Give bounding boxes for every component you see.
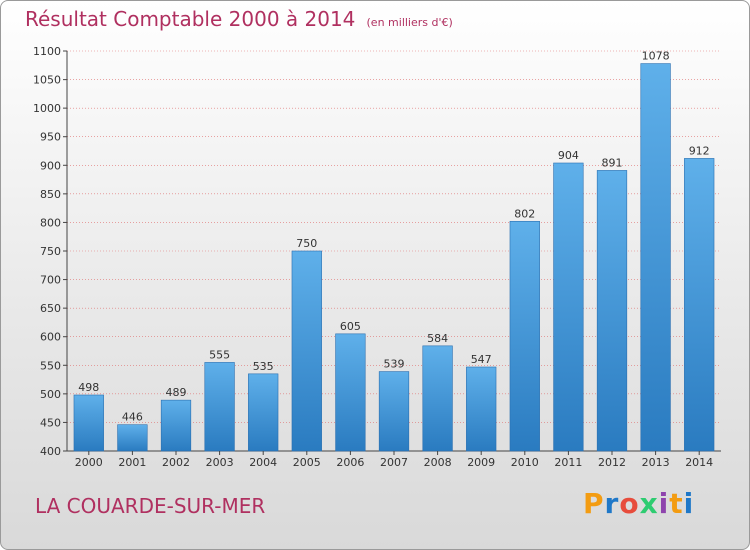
x-tick-label-2007: 2007 [380, 456, 408, 469]
x-tick-label-2005: 2005 [293, 456, 321, 469]
bar-2010 [509, 220, 540, 452]
y-tick-label: 950 [40, 131, 61, 144]
bar-2005 [291, 250, 322, 452]
x-tick-label-2006: 2006 [336, 456, 364, 469]
value-label-2013: 1078 [642, 50, 670, 63]
value-label-2000: 498 [78, 381, 99, 394]
x-tick-label-2011: 2011 [554, 456, 582, 469]
value-label-2003: 555 [209, 348, 230, 361]
y-tick-label: 750 [40, 245, 61, 258]
title-line: Résultat Comptable 2000 à 2014 (en milli… [25, 7, 453, 31]
bar-2006 [335, 333, 366, 452]
value-label-2009: 547 [471, 353, 492, 366]
chart-subtitle: (en milliers d'€) [366, 16, 453, 29]
value-label-2011: 904 [558, 149, 579, 162]
logo-letter: o [619, 487, 640, 520]
x-tick-label-2013: 2013 [642, 456, 670, 469]
y-tick-label: 600 [40, 331, 61, 344]
x-tick-label-2008: 2008 [424, 456, 452, 469]
logo-letter: i [658, 487, 670, 520]
value-label-2005: 750 [296, 237, 317, 250]
y-tick-label: 1000 [33, 102, 61, 115]
logo-letter: P [583, 487, 605, 520]
bar-2009 [466, 366, 497, 452]
logo-letter: t [669, 487, 684, 520]
x-tick-label-2003: 2003 [206, 456, 234, 469]
y-tick-label: 1050 [33, 74, 61, 87]
x-tick-label-2001: 2001 [118, 456, 146, 469]
value-label-2001: 446 [122, 411, 143, 424]
value-label-2010: 802 [514, 207, 535, 220]
x-tick-label-2002: 2002 [162, 456, 190, 469]
y-tick-label: 550 [40, 359, 61, 372]
bar-2007 [378, 371, 410, 452]
x-tick-label-2009: 2009 [467, 456, 495, 469]
bar-2003 [204, 362, 235, 452]
chart-title: Résultat Comptable 2000 à 2014 [25, 7, 356, 31]
bar-2004 [248, 373, 279, 452]
value-label-2008: 584 [427, 332, 448, 345]
y-tick-label: 450 [40, 416, 61, 429]
value-label-2007: 539 [384, 358, 405, 371]
value-label-2014: 912 [689, 144, 710, 157]
logo-letter: x [639, 487, 659, 520]
x-tick-label-2004: 2004 [249, 456, 277, 469]
logo-letter: r [604, 487, 620, 520]
x-tick-label-2012: 2012 [598, 456, 626, 469]
proxiti-logo: Proxiti [583, 487, 694, 520]
y-tick-label: 800 [40, 216, 61, 229]
bar-2014 [684, 158, 715, 452]
y-tick-label: 500 [40, 388, 61, 401]
y-tick-label: 650 [40, 302, 61, 315]
bar-2002 [160, 399, 192, 452]
bar-2001 [117, 424, 148, 452]
value-label-2006: 605 [340, 320, 361, 333]
x-tick-label-2000: 2000 [75, 456, 103, 469]
y-tick-label: 850 [40, 188, 61, 201]
x-tick-label-2010: 2010 [511, 456, 539, 469]
logo-letter: i [683, 487, 695, 520]
value-label-2004: 535 [253, 360, 274, 373]
value-label-2012: 891 [602, 156, 623, 169]
y-tick-label: 700 [40, 274, 61, 287]
value-label-2002: 489 [166, 386, 187, 399]
y-tick-label: 900 [40, 159, 61, 172]
bar-2012 [596, 170, 628, 452]
bar-2008 [422, 345, 453, 452]
bar-2011 [553, 162, 584, 452]
bar-2013 [640, 63, 671, 452]
bar-2000 [73, 394, 104, 452]
y-tick-label: 400 [40, 445, 61, 458]
x-tick-label-2014: 2014 [685, 456, 713, 469]
commune-name: LA COUARDE-SUR-MER [35, 494, 266, 518]
y-tick-label: 1100 [33, 45, 61, 58]
